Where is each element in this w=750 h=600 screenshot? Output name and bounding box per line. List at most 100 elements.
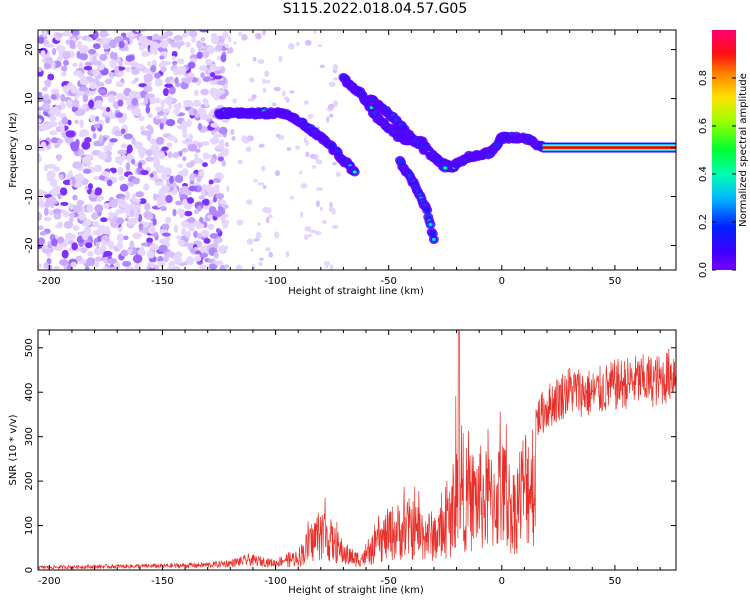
spectral-noise-blob (165, 118, 176, 127)
spectral-noise-blob (41, 102, 51, 110)
spectral-noise-blob (118, 60, 123, 67)
spectral-noise-blob (109, 138, 118, 143)
spectral-noise-blob (63, 220, 74, 229)
spectral-noise-blob (227, 35, 232, 43)
spectral-noise-blob (138, 223, 144, 231)
spectral-noise-blob (202, 230, 209, 238)
ridge-core (431, 237, 436, 242)
spectral-noise-blob (102, 266, 109, 270)
spectral-noise-blob (119, 183, 129, 192)
spectral-noise-blob (160, 205, 167, 212)
spectral-noise-blob (258, 143, 265, 148)
spectral-noise-blob (142, 39, 152, 45)
spectral-noise-blob (154, 181, 165, 186)
spectral-noise-blob (94, 261, 100, 268)
spectral-noise-blob (46, 170, 56, 180)
spectral-noise-blob (138, 83, 147, 88)
spectral-noise-blob (114, 65, 119, 75)
spectral-noise-blob (308, 233, 312, 238)
ridge-core (428, 222, 433, 227)
spectral-noise-blob (73, 204, 83, 213)
spectral-noise-blob (55, 32, 64, 38)
spectral-noise-blob (201, 162, 208, 168)
spectral-noise-blob (262, 87, 267, 94)
spectral-noise-blob (43, 262, 49, 269)
spectral-noise-blob (266, 216, 270, 224)
spectral-noise-blob (288, 43, 295, 50)
spectral-noise-blob (278, 55, 283, 63)
spectral-noise-blob (179, 185, 190, 194)
spectral-noise-blob (264, 70, 270, 78)
spectral-noise-blob (200, 88, 209, 96)
spectral-noise-blob (228, 47, 233, 51)
spectral-noise-blob (264, 79, 271, 84)
spectral-noise-blob (140, 169, 149, 176)
spectral-noise-blob (262, 185, 267, 190)
spectral-noise-blob (161, 146, 169, 151)
spectral-noise-blob (212, 178, 221, 183)
spectral-noise-blob (93, 123, 101, 129)
spectral-noise-blob (131, 136, 136, 146)
spectral-noise-blob (332, 100, 339, 107)
spectral-noise-blob (49, 130, 58, 136)
spectral-noise-blob (95, 241, 100, 248)
spectral-noise-blob (89, 80, 97, 90)
spectral-noise-blob (71, 176, 77, 186)
spectral-noise-blob (70, 141, 80, 150)
spectrogram-y-axis-label: Frequency (Hz) (8, 112, 19, 188)
spectral-noise-blob (55, 44, 66, 53)
spectral-noise-blob (309, 229, 317, 234)
spectral-noise-blob (78, 61, 84, 71)
spectral-noise-blob (222, 30, 229, 40)
spectral-noise-blob (177, 163, 184, 168)
spectral-noise-blob (332, 161, 337, 166)
spectral-noise-blob (245, 146, 252, 153)
spectrogram-noise (38, 30, 341, 270)
spectral-noise-blob (61, 117, 69, 125)
colorbar-tick-label: 0.8 (698, 70, 709, 86)
spectral-noise-blob (149, 97, 157, 105)
y-tick-label: 0 (24, 567, 35, 573)
spectral-noise-blob (38, 36, 45, 44)
spectral-noise-blob (300, 183, 308, 189)
spectral-noise-blob (257, 59, 265, 64)
spectral-noise-blob (57, 138, 64, 144)
colorbar-tick-label: 0.2 (698, 214, 709, 230)
spectral-noise-blob (118, 175, 125, 181)
spectral-noise-blob (44, 202, 51, 208)
spectral-noise-blob (187, 143, 198, 152)
spectral-noise-blob (217, 245, 226, 254)
y-tick-label: -10 (24, 188, 35, 204)
spectral-noise-blob (191, 36, 196, 43)
spectral-noise-blob (49, 178, 58, 187)
spectral-noise-blob (209, 72, 216, 78)
spectral-noise-blob (116, 241, 124, 250)
spectral-noise-blob (92, 60, 102, 66)
spectral-noise-blob (164, 61, 172, 66)
spectral-noise-blob (87, 251, 94, 257)
spectral-noise-blob (189, 30, 198, 38)
spectral-noise-blob (47, 73, 55, 81)
spectral-noise-blob (182, 32, 188, 38)
spectral-noise-blob (180, 148, 189, 153)
spectral-noise-blob (93, 247, 104, 256)
spectral-noise-blob (81, 104, 88, 110)
spectral-noise-blob (59, 259, 69, 266)
spectral-noise-blob (182, 156, 187, 162)
spectral-noise-blob (101, 240, 107, 248)
x-tick-label: -200 (38, 276, 61, 287)
spectral-noise-blob (172, 60, 178, 66)
spectral-noise-blob (147, 226, 156, 235)
spectral-noise-blob (140, 130, 150, 136)
y-tick-label: 0 (24, 144, 35, 150)
spectral-noise-blob (118, 40, 125, 49)
spectral-noise-blob (116, 233, 124, 243)
x-tick-label: 50 (609, 576, 622, 587)
x-tick-label: -100 (264, 576, 287, 587)
spectral-noise-blob (137, 162, 143, 169)
spectral-noise-blob (79, 78, 89, 86)
spectral-noise-blob (218, 126, 228, 135)
spectral-noise-blob (300, 211, 304, 218)
